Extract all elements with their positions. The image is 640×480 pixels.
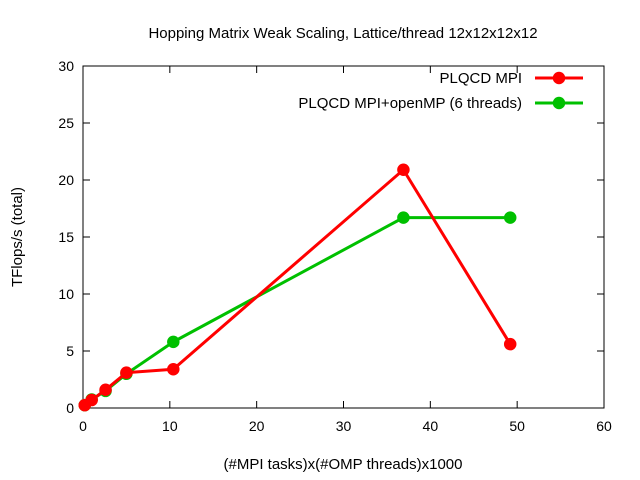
legend-label-plqcd-mpi-openmp: PLQCD MPI+openMP (6 threads)	[298, 95, 522, 112]
y-tick-label: 15	[58, 229, 74, 245]
x-tick-label: 20	[249, 418, 265, 434]
legend-label-plqcd-mpi: PLQCD MPI	[439, 70, 522, 87]
series-line-0	[83, 168, 512, 407]
y-tick-label: 5	[66, 343, 74, 359]
plot-frame	[82, 65, 605, 409]
data-point	[397, 163, 410, 176]
chart-title: Hopping Matrix Weak Scaling, Lattice/thr…	[148, 25, 537, 42]
x-tick-label: 50	[509, 418, 525, 434]
data-point	[167, 335, 180, 349]
y-tick-label: 10	[58, 286, 74, 302]
y-tick-label: 25	[58, 115, 74, 131]
y-tick-label: 20	[58, 172, 74, 188]
data-point	[85, 393, 98, 407]
data-point	[99, 383, 112, 397]
x-tick-label: 0	[79, 418, 87, 434]
x-tick-label: 60	[596, 418, 612, 434]
legend-marker-0	[552, 71, 566, 85]
x-tick-label: 40	[423, 418, 439, 434]
data-point	[167, 362, 180, 376]
x-tick-label: 10	[162, 418, 178, 434]
data-point	[397, 211, 410, 224]
y-axis-label: TFlops/s (total)	[9, 187, 26, 287]
y-tick-label: 30	[58, 58, 74, 74]
x-axis-label: (#MPI tasks)x(#OMP threads)x1000	[224, 456, 463, 473]
data-point	[120, 366, 133, 379]
series-line-1	[83, 216, 512, 407]
y-tick-label: 0	[66, 400, 74, 416]
data-point	[503, 337, 517, 351]
x-tick-label: 30	[336, 418, 352, 434]
legend-marker-1	[552, 96, 566, 110]
data-point	[503, 211, 517, 224]
